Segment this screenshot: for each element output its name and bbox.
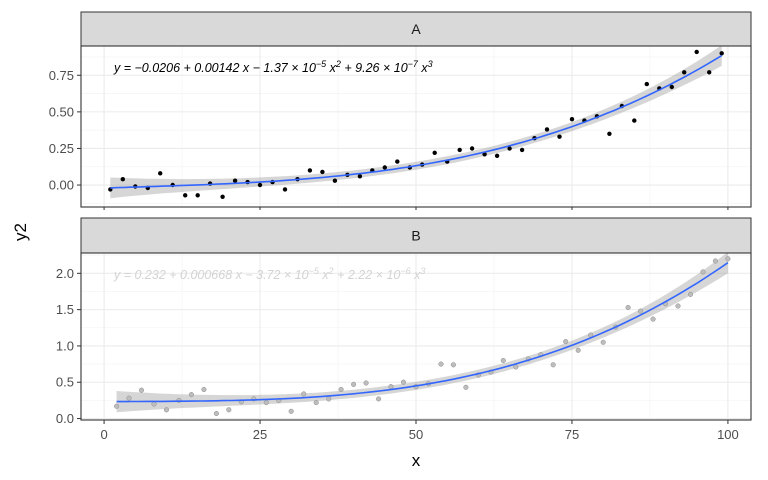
regression-equation: y = 0.232 + 0.000668 x − 3.72 × 10−5 x2 … [113, 266, 425, 282]
fitted-curve [110, 54, 723, 189]
data-point [301, 391, 307, 397]
data-point [332, 178, 338, 183]
data-point [163, 407, 170, 413]
data-point [607, 131, 612, 136]
data-point [220, 194, 225, 199]
facet-panel-b: By = 0.232 + 0.000668 x − 3.72 × 10−5 x2… [56, 217, 752, 442]
y-tick-label: 0.5 [56, 375, 74, 390]
data-point [320, 169, 325, 175]
data-point [519, 147, 525, 153]
data-point [682, 70, 687, 75]
data-point [638, 308, 644, 314]
facet-strip [80, 11, 752, 47]
data-point [114, 403, 120, 409]
data-point [669, 84, 674, 90]
data-point [126, 395, 132, 401]
data-point [544, 127, 550, 132]
data-point [725, 256, 731, 262]
data-point [563, 339, 569, 345]
data-point [675, 303, 681, 309]
data-point [388, 384, 394, 390]
data-point [263, 400, 269, 406]
x-tick-label: 25 [253, 427, 267, 442]
data-point [395, 159, 400, 164]
data-point [138, 387, 145, 393]
data-point [507, 146, 512, 151]
data-point [707, 70, 712, 75]
data-point [351, 381, 357, 387]
data-point [432, 150, 437, 155]
data-point [569, 117, 575, 122]
data-point [151, 401, 157, 407]
data-point [201, 386, 207, 393]
y-tick-label: 1.0 [56, 338, 74, 353]
data-point [700, 269, 706, 275]
y-tick-label: 2.0 [56, 266, 74, 281]
data-point [438, 361, 444, 367]
data-point [694, 49, 699, 55]
data-point [176, 397, 182, 403]
data-point [469, 146, 475, 151]
y-axis-title: y2 [11, 223, 30, 241]
data-point [632, 118, 637, 123]
data-point [625, 304, 631, 311]
panels: Ay = −0.0206 + 0.00142 x − 1.37 × 10−5 x… [49, 11, 752, 442]
data-point [232, 178, 238, 183]
data-point [195, 193, 200, 198]
data-point [600, 339, 606, 345]
data-point [687, 291, 694, 297]
data-point [482, 152, 487, 157]
regression-equation: y = −0.0206 + 0.00142 x − 1.37 × 10−5 x2… [113, 59, 433, 75]
data-point [650, 316, 656, 322]
data-point [226, 407, 232, 413]
y-tick-label: 0.00 [49, 178, 74, 193]
x-axis-title: x [412, 451, 421, 470]
facet-strip-label: A [411, 21, 421, 37]
x-tick-label: 100 [717, 427, 739, 442]
data-point [376, 396, 382, 402]
data-point [400, 379, 407, 385]
data-point [382, 165, 387, 170]
data-point [120, 177, 126, 182]
data-point [575, 347, 581, 353]
data-point [557, 134, 562, 139]
data-point [257, 182, 263, 188]
data-point [338, 386, 344, 393]
x-tick-label: 0 [100, 427, 107, 442]
data-point [363, 380, 369, 386]
data-point [463, 384, 469, 390]
data-point [450, 362, 456, 368]
data-point [213, 410, 219, 417]
data-point [644, 81, 649, 87]
fitted-curve [116, 262, 729, 403]
data-point [494, 153, 500, 158]
confidence-band [110, 45, 722, 199]
data-point [513, 364, 519, 370]
data-point [188, 392, 194, 398]
y-tick-label: 0.0 [56, 411, 74, 426]
data-point [282, 187, 288, 192]
y-tick-label: 1.5 [56, 302, 74, 317]
x-tick-label: 50 [409, 427, 423, 442]
y-tick-label: 0.25 [49, 141, 74, 156]
data-point [719, 51, 724, 56]
x-tick-label: 75 [565, 427, 579, 442]
data-point [288, 408, 294, 414]
y-tick-label: 0.75 [49, 68, 74, 83]
data-point [712, 258, 718, 264]
data-point [313, 400, 319, 406]
facet-strip [80, 217, 752, 254]
data-point [158, 171, 163, 176]
data-point [183, 193, 188, 198]
data-point [326, 396, 332, 402]
facet-panel-a: Ay = −0.0206 + 0.00142 x − 1.37 × 10−5 x… [49, 11, 752, 210]
data-point [500, 357, 506, 364]
data-point [357, 174, 363, 179]
facet-strip-label: B [411, 228, 420, 244]
data-point [457, 147, 462, 153]
data-point [307, 168, 313, 173]
y-tick-label: 0.50 [49, 104, 74, 119]
data-point [550, 362, 556, 368]
